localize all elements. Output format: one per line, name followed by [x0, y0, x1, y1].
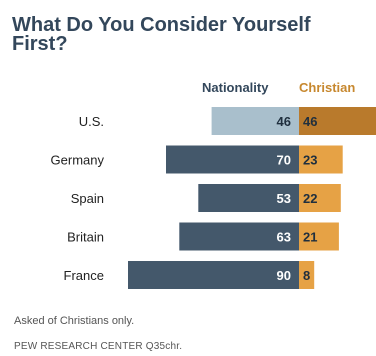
- category-label-germany: Germany: [51, 153, 105, 168]
- category-label-france: France: [64, 268, 104, 283]
- nationality-value-france: 90: [277, 268, 291, 283]
- category-label-britain: Britain: [67, 230, 104, 245]
- nationality-value-spain: 53: [277, 191, 291, 206]
- christian-value-germany: 23: [303, 153, 317, 168]
- christian-value-u-s: 46: [303, 114, 317, 129]
- nationality-bar-u-s: [211, 107, 299, 135]
- legend-christian: Christian: [299, 80, 356, 95]
- footnote: Asked of Christians only.: [14, 315, 135, 327]
- christian-value-spain: 22: [303, 191, 317, 206]
- category-label-u-s: U.S.: [79, 114, 104, 129]
- nationality-bar-britain: [179, 222, 299, 251]
- christian-value-britain: 21: [303, 230, 317, 245]
- nationality-bar-germany: [166, 145, 299, 174]
- christian-bar-france: [299, 261, 315, 289]
- nationality-value-britain: 63: [277, 230, 291, 245]
- christian-bar-u-s: [299, 107, 376, 135]
- chart-title: What Do You Consider Yourself First?: [12, 14, 311, 55]
- christian-value-france: 8: [303, 268, 310, 283]
- nationality-value-germany: 70: [277, 153, 291, 168]
- christian-bar-spain: [299, 184, 341, 212]
- source-credit: PEW RESEARCH CENTER Q35chr.: [14, 341, 183, 352]
- christian-bar-germany: [299, 145, 343, 174]
- nationality-value-u-s: 46: [277, 114, 291, 129]
- category-label-spain: Spain: [71, 191, 104, 206]
- nationality-bar-france: [128, 261, 299, 289]
- christian-bar-britain: [299, 222, 339, 251]
- nationality-bar-spain: [198, 184, 299, 212]
- legend-nationality: Nationality: [202, 80, 269, 95]
